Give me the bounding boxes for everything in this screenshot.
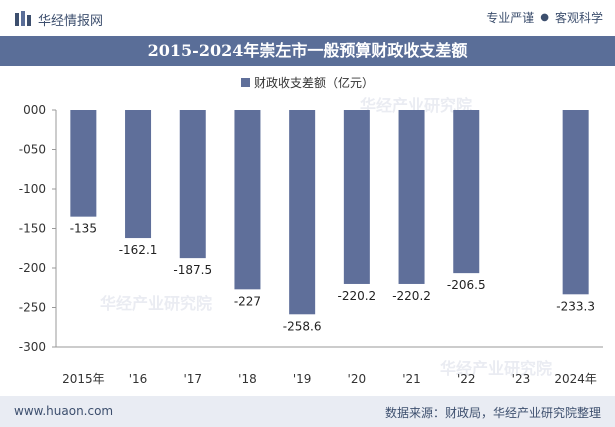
x-tick-label: '19 xyxy=(293,372,312,386)
y-tick-label: -050 xyxy=(19,143,46,157)
data-label: -227 xyxy=(234,294,261,308)
legend-swatch xyxy=(240,78,250,87)
data-label: -206.5 xyxy=(447,278,486,292)
brand-logo-icon xyxy=(15,11,31,26)
footer-source: 数据来源：财政局，华经产业研究院整理 xyxy=(384,406,601,420)
x-tick-label: '16 xyxy=(129,372,148,386)
y-tick-label: -250 xyxy=(19,301,46,315)
data-label: -233.3 xyxy=(556,299,595,313)
chart-legend: 财政收支差额（亿元） xyxy=(0,74,615,91)
y-tick-label: 000 xyxy=(23,103,46,117)
y-tick-label: -300 xyxy=(19,340,46,354)
slogan-left: 专业严谨 xyxy=(486,11,535,25)
data-label: -258.6 xyxy=(283,319,322,333)
title-bar xyxy=(0,36,615,66)
x-tick-label: '17 xyxy=(183,372,202,386)
top-bar: 华经情报网 专业严谨 ● 客观科学 xyxy=(0,0,615,36)
x-tick-label: 2015年 xyxy=(62,372,105,386)
bar xyxy=(453,110,480,274)
legend-label: 财政收支差额（亿元） xyxy=(253,76,374,90)
footer-bar xyxy=(0,396,615,427)
x-tick-label: 2024年 xyxy=(554,372,597,386)
bullet-dot-icon: ● xyxy=(540,12,549,23)
brand-name: 华经情报网 xyxy=(38,13,104,29)
y-tick-label: -100 xyxy=(19,182,46,196)
bar xyxy=(70,110,97,217)
bar xyxy=(179,110,206,259)
data-label: -220.2 xyxy=(392,289,431,303)
slogan-right: 客观科学 xyxy=(554,11,603,25)
data-label: -187.5 xyxy=(173,263,212,277)
bar xyxy=(343,110,370,284)
y-tick-label: -150 xyxy=(19,222,46,236)
data-label: -162.1 xyxy=(119,243,158,257)
bar xyxy=(562,110,589,295)
bar xyxy=(289,110,316,315)
bar xyxy=(234,110,261,290)
x-tick-label: '20 xyxy=(348,372,367,386)
x-tick-label: '21 xyxy=(402,372,421,386)
footer-website[interactable]: www.huaon.com xyxy=(14,404,114,418)
bar xyxy=(125,110,152,239)
bar-chart: 000 -050 -100 -150 -200 -250 -300 2015年 -135 '16 -… xyxy=(19,103,603,386)
x-tick-label: '18 xyxy=(238,372,257,386)
data-label: -135 xyxy=(70,222,97,236)
bar xyxy=(398,110,425,284)
slogan: 专业严谨 ● 客观科学 xyxy=(486,9,603,26)
data-label: -220.2 xyxy=(338,289,377,303)
chart-title: 2015-2024年崇左市一般预算财政收支差额 xyxy=(147,41,468,60)
y-tick-label: -200 xyxy=(19,261,46,275)
x-tick-label: '22 xyxy=(457,372,476,386)
x-tick-label: '23 xyxy=(512,372,531,386)
brand[interactable]: 华经情报网 xyxy=(14,9,103,29)
